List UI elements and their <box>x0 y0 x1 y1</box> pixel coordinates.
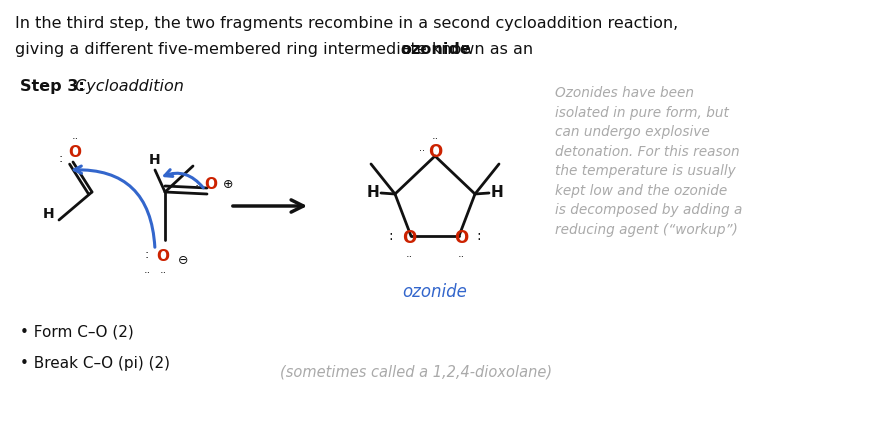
Text: giving a different five-membered ring intermediate known as an: giving a different five-membered ring in… <box>15 42 538 57</box>
Text: O: O <box>427 143 442 161</box>
Text: ..: .. <box>144 265 151 275</box>
Text: :: : <box>477 229 481 243</box>
FancyArrowPatch shape <box>74 166 155 247</box>
Text: ..: .. <box>159 265 166 275</box>
Text: ..: .. <box>419 143 425 153</box>
Text: :: : <box>194 175 199 189</box>
Text: ozonide: ozonide <box>400 42 470 57</box>
Text: H: H <box>43 207 55 221</box>
Text: :: : <box>389 229 393 243</box>
Text: ⊕: ⊕ <box>223 178 233 190</box>
Text: Ozonides have been
isolated in pure form, but
can undergo explosive
detonation. : Ozonides have been isolated in pure form… <box>555 86 742 237</box>
Text: ..: .. <box>431 131 439 141</box>
Text: ..: .. <box>457 249 464 259</box>
Text: • Form C–O (2): • Form C–O (2) <box>20 324 134 339</box>
Text: Cycloaddition: Cycloaddition <box>70 79 184 94</box>
Text: H: H <box>149 153 161 167</box>
Text: Step 3:: Step 3: <box>20 79 85 94</box>
Text: O: O <box>68 144 81 159</box>
FancyArrowPatch shape <box>165 170 203 188</box>
Text: ozonide: ozonide <box>403 283 468 301</box>
Text: H: H <box>491 185 504 199</box>
Text: :: : <box>145 247 149 261</box>
Text: O: O <box>454 229 468 247</box>
Text: O: O <box>157 249 169 263</box>
Text: ..: .. <box>406 249 413 259</box>
Text: In the third step, the two fragments recombine in a second cycloaddition reactio: In the third step, the two fragments rec… <box>15 16 678 31</box>
Text: • Break C–O (pi) (2): • Break C–O (pi) (2) <box>20 356 170 371</box>
Text: O: O <box>204 177 217 191</box>
Text: (sometimes called a 1,2,4-dioxolane): (sometimes called a 1,2,4-dioxolane) <box>280 364 552 379</box>
Text: H: H <box>367 185 379 199</box>
Text: ⊖: ⊖ <box>178 254 188 266</box>
Text: :: : <box>59 151 63 164</box>
Text: O: O <box>402 229 416 247</box>
Text: ..: .. <box>71 131 79 141</box>
